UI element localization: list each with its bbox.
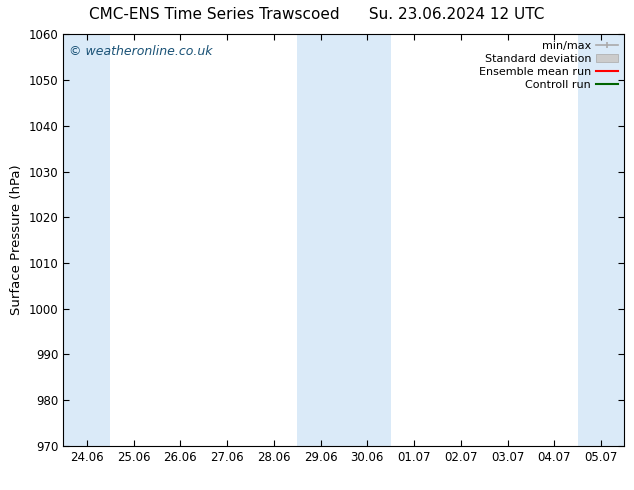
Y-axis label: Surface Pressure (hPa): Surface Pressure (hPa) [10, 165, 23, 316]
Legend: min/max, Standard deviation, Ensemble mean run, Controll run: min/max, Standard deviation, Ensemble me… [476, 38, 621, 93]
Text: © weatheronline.co.uk: © weatheronline.co.uk [69, 45, 212, 58]
Bar [297, 34, 391, 446]
Bar [63, 34, 110, 446]
Text: CMC-ENS Time Series Trawscoed      Su. 23.06.2024 12 UTC: CMC-ENS Time Series Trawscoed Su. 23.06.… [89, 7, 545, 23]
Bar [578, 34, 624, 446]
